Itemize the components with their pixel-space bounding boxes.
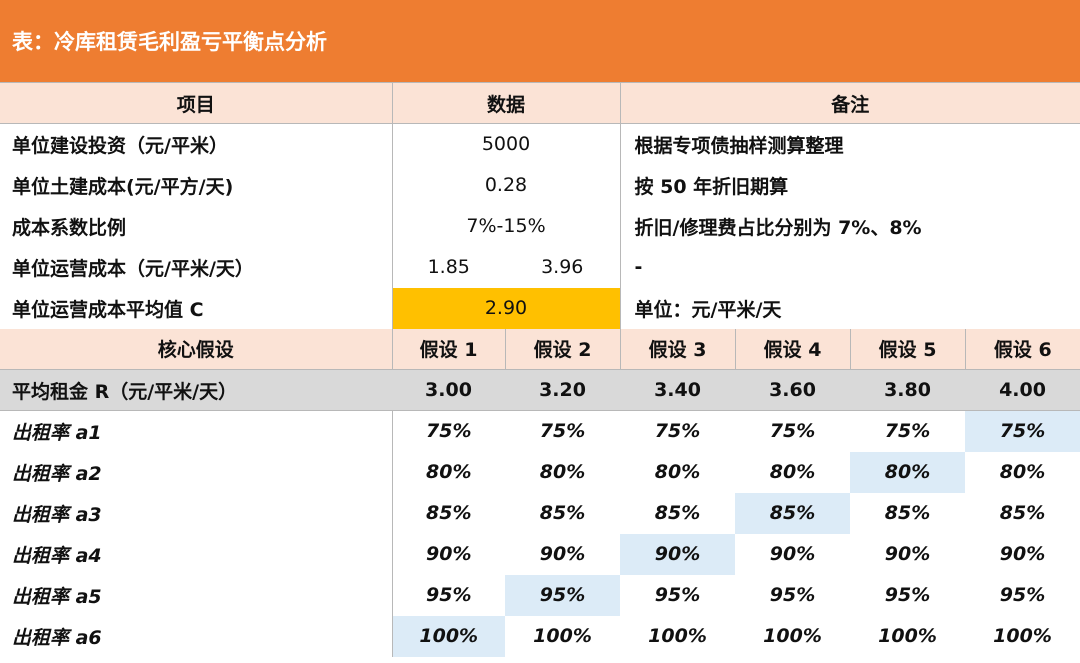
- occupancy-value: 75%: [769, 420, 816, 443]
- info-label: 单位运营成本（元/平米/天）: [12, 257, 254, 280]
- header-note: 备注: [620, 82, 1080, 124]
- info-value: 5000: [391, 123, 621, 165]
- assumption-col: 假设 1: [392, 328, 506, 370]
- occupancy-value: 100%: [648, 625, 707, 647]
- assumption-col: 假设 6: [965, 328, 1080, 370]
- occupancy-value: 75%: [539, 420, 586, 443]
- rent-value: 3.00: [392, 369, 505, 411]
- occupancy-value-highlight: 75%: [965, 410, 1080, 452]
- occupancy-label: 出租率 a4: [0, 533, 393, 575]
- occupancy-value-highlight: 90%: [620, 533, 736, 575]
- info-value-low: 1.85: [391, 246, 505, 288]
- info-label: 单位土建成本(元/平方/天): [12, 175, 234, 198]
- occupancy-value: 80%: [769, 461, 816, 483]
- occupancy-value: 95%: [999, 584, 1046, 606]
- occupancy-value: 90%: [999, 543, 1046, 565]
- occupancy-value: 90%: [426, 543, 472, 565]
- info-value: 7%-15%: [391, 205, 621, 247]
- info-note: 按 50 年折旧期算: [619, 164, 1080, 206]
- info-row: 成本系数比例 7%-15% 折旧/修理费占比分别为 7%、8%: [0, 205, 1080, 247]
- occupancy-row: 出租率 a1 75% 75% 75% 75% 75% 75%: [0, 410, 1080, 452]
- occupancy-label: 出租率 a3: [0, 492, 393, 534]
- occupancy-value: 85%: [426, 502, 472, 524]
- occupancy-value: 75%: [426, 420, 472, 443]
- rent-value: 4.00: [965, 369, 1080, 411]
- occupancy-row: 出租率 a4 90% 90% 90% 90% 90% 90%: [0, 533, 1080, 575]
- occupancy-value: 75%: [884, 420, 931, 443]
- occupancy-row: 出租率 a5 95% 95% 95% 95% 95% 95%: [0, 574, 1080, 616]
- occupancy-value-highlight: 95%: [505, 574, 621, 616]
- occupancy-value: 85%: [654, 502, 701, 524]
- occupancy-row: 出租率 a3 85% 85% 85% 85% 85% 85%: [0, 492, 1080, 534]
- occupancy-value: 100%: [533, 625, 592, 647]
- info-note: -: [619, 246, 1080, 288]
- info-note: 单位：元/平米/天: [619, 287, 1080, 329]
- occupancy-value: 85%: [539, 502, 586, 524]
- occupancy-value: 75%: [654, 420, 701, 443]
- occupancy-value-highlight: 85%: [735, 492, 851, 534]
- occupancy-row: 出租率 a2 80% 80% 80% 80% 80% 80%: [0, 451, 1080, 493]
- average-cost-value: 2.90: [391, 287, 621, 329]
- info-note: 根据专项债抽样测算整理: [619, 123, 1080, 165]
- info-label: 单位运营成本平均值 C: [12, 298, 204, 321]
- info-row: 单位建设投资（元/平米） 5000 根据专项债抽样测算整理: [0, 123, 1080, 165]
- occupancy-value: 100%: [763, 625, 822, 647]
- info-note: 折旧/修理费占比分别为 7%、8%: [619, 205, 1080, 247]
- header-item: 项目: [0, 82, 393, 124]
- rent-value: 3.80: [850, 369, 966, 411]
- occupancy-value: 100%: [878, 625, 937, 647]
- rent-label: 平均租金 R（元/平米/天）: [0, 369, 392, 411]
- assumption-header-row: 核心假设 假设 1 假设 2 假设 3 假设 4 假设 5 假设 6: [0, 328, 1080, 370]
- info-value-high: 3.96: [541, 256, 584, 278]
- occupancy-value-highlight: 80%: [850, 451, 966, 493]
- table-title: 表：冷库租赁毛利盈亏平衡点分析: [0, 0, 1080, 82]
- occupancy-value: 100%: [993, 625, 1052, 647]
- occupancy-value: 90%: [539, 543, 586, 565]
- info-value: 0.28: [391, 164, 621, 206]
- occupancy-label: 出租率 a1: [0, 410, 393, 452]
- occupancy-value: 95%: [654, 584, 701, 606]
- occupancy-value: 80%: [539, 461, 586, 483]
- occupancy-row: 出租率 a6 100% 100% 100% 100% 100% 100%: [0, 615, 1080, 657]
- assumption-col: 假设 5: [850, 328, 966, 370]
- occupancy-value: 95%: [426, 584, 472, 606]
- header-data: 数据: [392, 82, 621, 124]
- info-label: 成本系数比例: [12, 216, 127, 239]
- occupancy-value: 95%: [769, 584, 816, 606]
- rent-value: 3.40: [620, 369, 736, 411]
- assumption-col: 假设 4: [735, 328, 851, 370]
- info-row: 单位运营成本平均值 C 2.90 单位：元/平米/天: [0, 287, 1080, 329]
- occupancy-value: 90%: [769, 543, 816, 565]
- rent-value: 3.20: [505, 369, 621, 411]
- header-row: 项目 数据 备注: [0, 82, 1080, 124]
- occupancy-value: 95%: [884, 584, 931, 606]
- occupancy-value: 90%: [884, 543, 931, 565]
- rent-value: 3.60: [735, 369, 851, 411]
- info-row: 单位运营成本（元/平米/天） 1.85 3.96 -: [0, 246, 1080, 288]
- occupancy-label: 出租率 a2: [0, 451, 393, 493]
- occupancy-value: 85%: [999, 502, 1046, 524]
- occupancy-label: 出租率 a5: [0, 574, 393, 616]
- occupancy-value: 85%: [884, 502, 931, 524]
- occupancy-value: 80%: [999, 461, 1046, 483]
- breakeven-table: 项目 数据 备注 单位建设投资（元/平米） 5000 根据专项债抽样测算整理 单…: [0, 82, 1080, 657]
- occupancy-value: 80%: [654, 461, 701, 483]
- assumption-header-label: 核心假设: [0, 328, 393, 370]
- occupancy-value: 80%: [426, 461, 472, 483]
- assumption-col: 假设 3: [620, 328, 736, 370]
- info-label: 单位建设投资（元/平米）: [12, 134, 228, 157]
- occupancy-value-highlight: 100%: [392, 615, 505, 657]
- rent-row: 平均租金 R（元/平米/天） 3.00 3.20 3.40 3.60 3.80 …: [0, 369, 1080, 411]
- occupancy-label: 出租率 a6: [0, 615, 393, 657]
- info-row: 单位土建成本(元/平方/天) 0.28 按 50 年折旧期算: [0, 164, 1080, 206]
- assumption-col: 假设 2: [505, 328, 621, 370]
